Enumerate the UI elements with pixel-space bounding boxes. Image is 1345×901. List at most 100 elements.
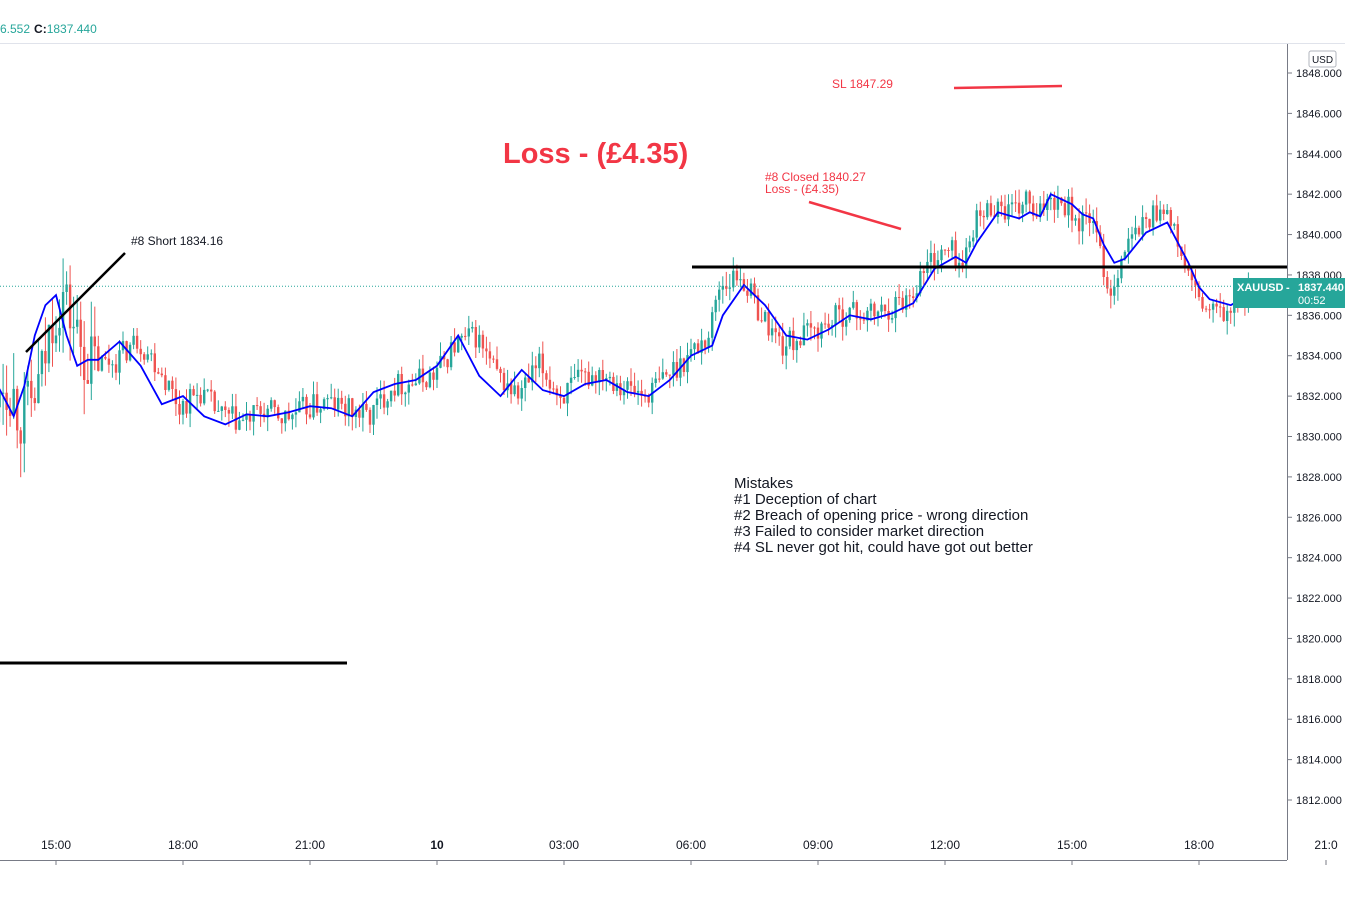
- candle-body: [1113, 286, 1116, 296]
- candle-body: [1159, 209, 1162, 221]
- candle-body: [397, 374, 400, 396]
- badge-symbol: XAUUSD: [1237, 282, 1284, 294]
- candle-body: [862, 319, 866, 321]
- badge-separator: -: [1286, 282, 1290, 294]
- candle-body: [1, 392, 5, 394]
- candle-body: [143, 354, 146, 360]
- candle-body: [668, 374, 671, 376]
- candle-body: [746, 290, 749, 296]
- candle-body: [252, 405, 255, 422]
- candle-body: [1056, 197, 1060, 210]
- candle-body: [1053, 197, 1056, 210]
- candle-body: [389, 390, 393, 402]
- price-tick-label: 1844.000: [1296, 149, 1342, 161]
- last-price-badge-bg: [1233, 278, 1345, 308]
- candle-body: [799, 341, 802, 346]
- candle-body: [781, 336, 784, 356]
- candle-body: [919, 271, 922, 294]
- candle-body: [538, 353, 541, 369]
- short-entry-label: #8 Short 1834.16: [131, 234, 223, 248]
- candle-body: [488, 351, 492, 359]
- time-tick-label: 03:00: [549, 838, 579, 852]
- price-tick-label: 1822.000: [1296, 593, 1342, 605]
- candle-body: [1060, 197, 1063, 204]
- candle-body: [890, 318, 894, 320]
- candle-body: [1215, 303, 1218, 307]
- candle-body: [203, 389, 206, 404]
- candle-body: [361, 403, 365, 418]
- candle-body: [326, 398, 329, 400]
- candle-body: [393, 390, 396, 396]
- time-axis[interactable]: 15:00 18:00 21:00 10 03:00 06:00 09:00 12:00 15:…: [41, 838, 1338, 865]
- close-label: C:: [34, 22, 47, 36]
- candle-body: [905, 295, 908, 310]
- candle-body: [146, 354, 149, 360]
- candle-body: [732, 270, 735, 288]
- candle-body: [1123, 251, 1127, 259]
- candle-body: [989, 203, 993, 216]
- candle-body: [957, 262, 961, 268]
- candle-body: [633, 385, 636, 393]
- candle-body: [224, 406, 227, 410]
- candle-body: [1074, 218, 1077, 221]
- candle-body: [1211, 303, 1215, 310]
- stop-loss-line[interactable]: [953, 84, 1063, 90]
- candle-body: [178, 404, 181, 415]
- candle-body: [1007, 204, 1010, 220]
- candle-body: [912, 296, 915, 298]
- price-tick-label: 1812.000: [1296, 795, 1342, 807]
- ohlc-readout: 6.552 C:1837.440: [0, 22, 97, 36]
- candle-body: [735, 270, 739, 281]
- time-tick-label: 15:00: [41, 838, 71, 852]
- badge-countdown: 00:52: [1298, 295, 1326, 307]
- candle-body: [1099, 232, 1102, 246]
- candle-body: [1130, 234, 1134, 239]
- candle-body: [894, 297, 897, 319]
- candle-body: [1042, 203, 1045, 210]
- short-entry-arrow[interactable]: [25, 252, 126, 353]
- candle-body: [1169, 210, 1172, 226]
- candle-body: [83, 346, 86, 380]
- candle-body: [400, 374, 403, 395]
- candle-body: [795, 341, 798, 351]
- candle-body: [86, 380, 89, 384]
- candle-body: [372, 405, 375, 425]
- candle-body: [435, 367, 439, 380]
- candle-body: [788, 330, 791, 347]
- price-axis[interactable]: USD 1848.000 1846.000 1844.000 1842.000 1840…: [1233, 50, 1345, 807]
- candle-body: [418, 368, 421, 384]
- candle-body: [534, 365, 537, 369]
- candle-body: [76, 319, 79, 327]
- moving-average-line: [0, 192, 1253, 426]
- candle-body: [876, 311, 880, 317]
- currency-label-box[interactable]: [1308, 50, 1337, 68]
- price-tick-label: 1848.000: [1296, 68, 1342, 80]
- candle-body: [1032, 203, 1035, 216]
- candle-body: [1183, 256, 1187, 268]
- candle-body: [72, 326, 75, 329]
- close-arrow-line[interactable]: [808, 200, 902, 231]
- candle-body: [1176, 224, 1179, 247]
- candle-body: [1049, 197, 1052, 200]
- time-tick-label: 10: [430, 838, 444, 852]
- candle-body: [1141, 217, 1144, 235]
- candle-body: [897, 297, 901, 298]
- candle-body: [841, 309, 844, 327]
- candle-body: [37, 374, 40, 404]
- candle-body: [220, 406, 223, 411]
- candle-body: [555, 388, 559, 396]
- candle-body: [1197, 285, 1201, 297]
- candle-body: [1201, 297, 1204, 309]
- candle-body: [245, 414, 248, 420]
- candle-body: [806, 323, 809, 326]
- candle-body: [287, 410, 290, 420]
- candle-body: [1137, 227, 1141, 235]
- candle-body: [605, 378, 608, 380]
- candle-body: [150, 353, 153, 355]
- candle-body: [1226, 310, 1229, 321]
- candle-body: [792, 330, 795, 351]
- candle-body: [319, 409, 322, 413]
- candle-body: [707, 337, 710, 348]
